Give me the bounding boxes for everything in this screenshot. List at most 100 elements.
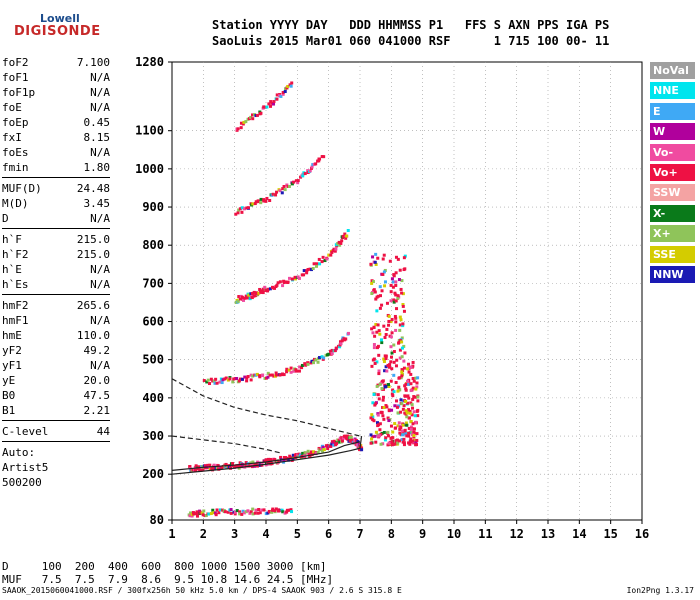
echo-point	[377, 372, 381, 376]
echo-point	[383, 280, 387, 284]
echo-point	[280, 373, 284, 377]
param-name: foEp	[2, 116, 29, 129]
echo-point	[382, 406, 386, 410]
echo-point	[400, 370, 404, 374]
echo-point	[391, 430, 395, 434]
echo-point	[262, 105, 266, 109]
echo-point	[392, 373, 396, 377]
echo-point	[407, 426, 411, 430]
echo-point	[259, 197, 263, 201]
echo-point	[411, 422, 415, 426]
echo-point	[228, 377, 232, 381]
echo-point	[409, 427, 413, 431]
echo-point	[273, 286, 277, 290]
echo-point	[380, 387, 384, 391]
echo-point	[256, 464, 260, 468]
echo-point	[275, 97, 279, 101]
legend-item: E	[650, 102, 695, 120]
echo-point	[261, 287, 265, 291]
echo-point	[412, 430, 416, 434]
echo-point	[207, 512, 211, 516]
echo-point	[332, 439, 336, 443]
echo-point	[278, 509, 282, 513]
echo-point	[385, 369, 389, 373]
echo-point	[391, 280, 395, 284]
echo-point	[281, 284, 285, 288]
param-row: h`Es N/A	[2, 277, 110, 292]
param-value: N/A	[90, 86, 110, 99]
echo-point	[306, 267, 310, 271]
echo-point	[409, 382, 413, 386]
echo-point	[190, 514, 194, 518]
echo-point	[264, 199, 268, 203]
echo-point	[238, 510, 242, 514]
x-tick-label: 12	[509, 527, 523, 541]
echo-point	[218, 380, 222, 384]
echo-point	[300, 366, 304, 370]
echo-point	[310, 268, 314, 272]
echo-point	[243, 296, 247, 300]
echo-point	[252, 294, 256, 298]
param-row: fmin 1.80	[2, 160, 110, 175]
echo-point	[392, 343, 396, 347]
echo-point	[237, 379, 241, 383]
echo-point	[200, 511, 204, 515]
echo-point	[258, 375, 262, 379]
echo-point	[411, 439, 415, 443]
echo-point	[386, 443, 390, 447]
echo-point	[399, 376, 403, 380]
echo-point	[377, 369, 381, 373]
echo-point	[231, 380, 235, 384]
echo-point	[400, 291, 404, 295]
param-value: 47.5	[83, 389, 111, 402]
echo-point	[371, 331, 375, 335]
echo-point	[379, 442, 383, 446]
echo-point	[255, 113, 259, 117]
echo-point	[401, 324, 405, 328]
echo-point	[391, 285, 395, 289]
echo-point	[373, 361, 377, 365]
param-value: 44	[96, 425, 110, 438]
legend-item: NoVal	[650, 62, 695, 79]
file-info-footer: SAAOK_2015060041000.RSF / 300fx256h 50 k…	[2, 586, 402, 595]
param-value: 20.0	[83, 374, 111, 387]
echo-point	[287, 276, 291, 280]
echo-point	[346, 331, 350, 335]
header-line-1: Station YYYY DAY DDD HHMMSS P1 FFS S AXN…	[212, 18, 610, 32]
echo-point	[377, 353, 381, 357]
param-name: C-level	[2, 425, 49, 438]
echo-point	[264, 288, 268, 292]
echo-point	[275, 93, 279, 97]
echo-point	[224, 465, 228, 469]
echo-point	[316, 360, 320, 364]
echo-point	[381, 257, 385, 261]
echo-point	[384, 354, 388, 358]
echo-point	[386, 363, 390, 367]
echo-point	[263, 285, 267, 289]
echo-point	[332, 247, 336, 251]
echo-point	[236, 211, 240, 215]
echo-point	[378, 428, 382, 432]
echo-point	[268, 510, 272, 514]
echo-point	[384, 333, 388, 337]
x-tick-label: 15	[603, 527, 617, 541]
echo-point	[217, 511, 221, 515]
echo-point	[411, 406, 415, 410]
echo-point	[321, 255, 325, 259]
echo-point	[296, 181, 300, 185]
echo-point	[271, 192, 275, 196]
echo-point	[400, 336, 404, 340]
echo-point	[291, 453, 295, 457]
echo-point	[275, 373, 279, 377]
echo-point	[409, 425, 413, 429]
echo-point	[297, 369, 301, 373]
echo-point	[279, 455, 283, 459]
echo-point	[394, 255, 398, 259]
echo-point	[381, 406, 385, 410]
autoscaling-line: Auto:	[2, 446, 36, 459]
echo-point	[393, 314, 397, 318]
echo-point	[394, 283, 398, 287]
echo-point	[206, 378, 210, 382]
echo-point	[215, 381, 219, 385]
echo-point	[400, 374, 404, 378]
